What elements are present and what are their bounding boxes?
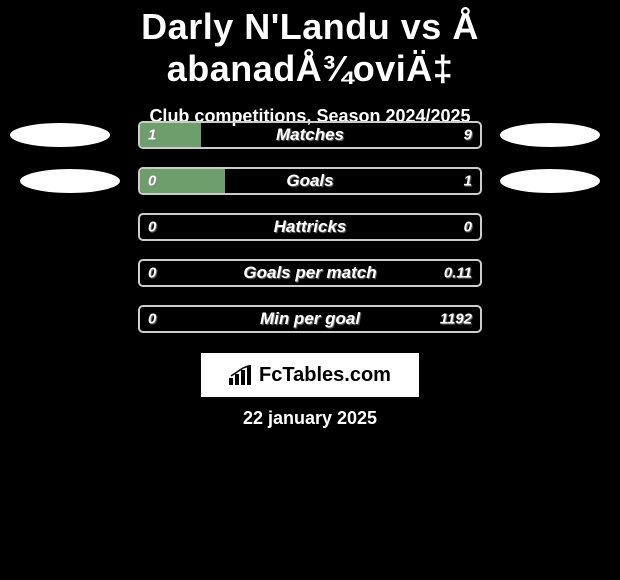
brand-box: FcTables.com bbox=[201, 353, 419, 397]
left-ellipse bbox=[20, 169, 120, 193]
brand-chart-icon bbox=[229, 365, 253, 385]
stat-row: 0Goals per match0.11 bbox=[0, 250, 620, 296]
stat-value-right: 1192 bbox=[440, 311, 472, 328]
stat-row: 0Min per goal1192 bbox=[0, 296, 620, 342]
stats-rows: 1Matches90Goals10Hattricks00Goals per ma… bbox=[0, 112, 620, 342]
right-ellipse bbox=[500, 123, 600, 147]
stat-bar: 0Hattricks0 bbox=[138, 213, 482, 241]
stat-label: Hattricks bbox=[140, 217, 480, 237]
stat-value-right: 0 bbox=[464, 219, 472, 236]
stat-value-left: 0 bbox=[148, 265, 156, 282]
stat-value-left: 1 bbox=[148, 127, 156, 144]
stat-label: Goals per match bbox=[140, 263, 480, 283]
page-title: Darly N'Landu vs Å abanadÅ¾oviÄ‡ bbox=[0, 6, 620, 90]
stat-value-right: 0.11 bbox=[444, 265, 472, 282]
brand-text: FcTables.com bbox=[259, 364, 391, 387]
stat-value-left: 0 bbox=[148, 219, 156, 236]
right-ellipse bbox=[500, 169, 600, 193]
stat-value-right: 1 bbox=[464, 173, 472, 190]
stat-row: 0Hattricks0 bbox=[0, 204, 620, 250]
stat-bar: 0Goals1 bbox=[138, 167, 482, 195]
stat-bar: 0Min per goal1192 bbox=[138, 305, 482, 333]
stat-row: 1Matches9 bbox=[0, 112, 620, 158]
stat-value-left: 0 bbox=[148, 311, 156, 328]
stat-value-right: 9 bbox=[464, 127, 472, 144]
stat-bar: 0Goals per match0.11 bbox=[138, 259, 482, 287]
left-ellipse bbox=[10, 123, 110, 147]
stat-row: 0Goals1 bbox=[0, 158, 620, 204]
stat-value-left: 0 bbox=[148, 173, 156, 190]
stat-bar: 1Matches9 bbox=[138, 121, 482, 149]
footer-date: 22 january 2025 bbox=[0, 408, 620, 429]
stat-label: Min per goal bbox=[140, 309, 480, 329]
